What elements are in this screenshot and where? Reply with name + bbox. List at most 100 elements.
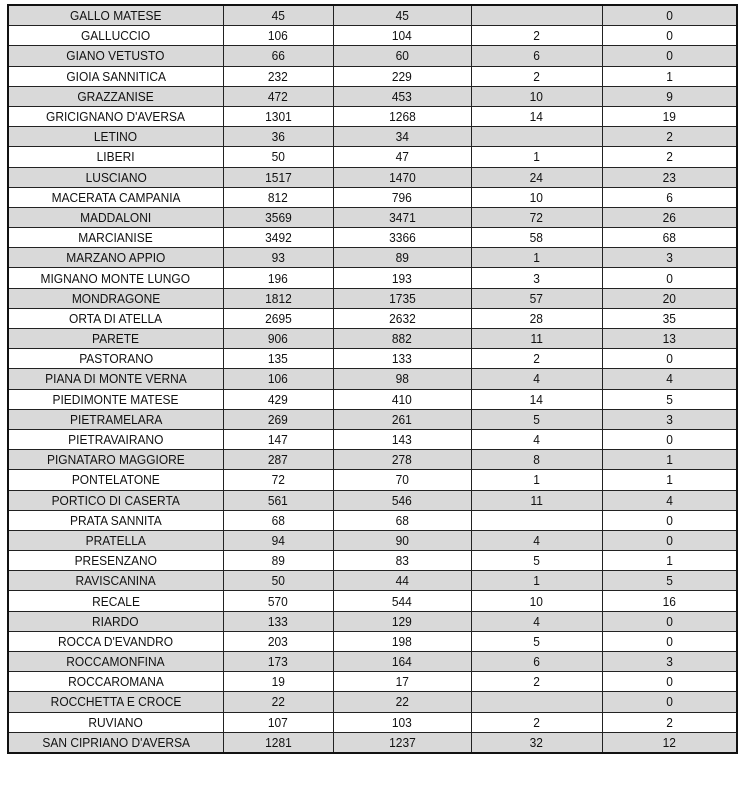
cell-text: 143 — [392, 432, 412, 448]
table-row: GRICIGNANO D'AVERSA 1301 1268 14 19 — [7, 105, 738, 128]
value-cell-4: 1 — [601, 65, 738, 87]
value-cell-1: 1812 — [222, 287, 334, 309]
value-cell-3: 2 — [470, 671, 603, 693]
value-cell-3: 2 — [470, 25, 603, 47]
cell-text: 5 — [533, 633, 540, 649]
value-cell-2: 1237 — [332, 731, 472, 754]
cell-text: 90 — [395, 532, 409, 548]
table-row: RECALE 570 544 10 16 — [7, 590, 738, 612]
cell-text: 2 — [665, 149, 673, 165]
cell-text: 906 — [268, 331, 288, 347]
value-cell-2: 1735 — [332, 287, 472, 309]
table-row: SAN CIPRIANO D'AVERSA 1281 1237 32 12 — [7, 731, 738, 754]
cell-text: 410 — [392, 391, 412, 407]
municipality-data-table: GALLO MATESE 45 45 0 GALLUCCIO 106 104 2 0 GIANO … — [7, 4, 738, 754]
municipality-name-cell: PIETRAVAIRANO — [7, 428, 224, 451]
value-cell-3 — [470, 126, 603, 148]
cell-text: 23 — [662, 169, 676, 185]
municipality-name-cell: RIARDO — [7, 610, 224, 632]
municipality-name-cell: MADDALONI — [7, 206, 224, 229]
cell-text: 47 — [395, 149, 409, 165]
municipality-name-cell: ROCCAMONFINA — [7, 650, 224, 673]
value-cell-3: 4 — [470, 428, 603, 451]
cell-text: RIARDO — [92, 613, 140, 629]
cell-text: PASTORANO — [78, 351, 153, 367]
value-cell-3: 24 — [470, 166, 603, 188]
cell-text: 1281 — [264, 734, 292, 750]
municipality-name-cell: GRICIGNANO D'AVERSA — [7, 105, 224, 128]
value-cell-2: 17 — [332, 671, 472, 693]
value-cell-3: 72 — [470, 206, 603, 229]
value-cell-4: 0 — [601, 25, 738, 47]
cell-text: ROCCHETTA E CROCE — [50, 694, 182, 710]
value-cell-2: 261 — [332, 408, 472, 430]
cell-text: GIOIA SANNITICA — [65, 68, 166, 84]
cell-text: 13 — [662, 331, 676, 347]
cell-text: 44 — [395, 573, 409, 589]
value-cell-4: 35 — [601, 307, 738, 330]
value-cell-1: 50 — [222, 146, 334, 168]
municipality-name-cell: PASTORANO — [7, 348, 224, 370]
cell-text: 19 — [662, 109, 676, 125]
table-row: PIETRAMELARA 269 261 5 3 — [7, 408, 738, 430]
cell-text: 0 — [665, 694, 673, 710]
cell-text: 3 — [665, 411, 673, 427]
cell-text: 2 — [533, 28, 540, 44]
value-cell-2: 104 — [332, 25, 472, 47]
value-cell-1: 94 — [222, 529, 334, 552]
municipality-name-cell: RECALE — [7, 590, 224, 612]
cell-text: PIETRAVAIRANO — [68, 432, 164, 448]
table-row: RIARDO 133 129 4 0 — [7, 610, 738, 632]
municipality-name-cell: LIBERI — [7, 146, 224, 168]
municipality-name-cell: PRESENZANO — [7, 550, 224, 572]
cell-text: 20 — [662, 290, 676, 306]
cell-text: 5 — [665, 573, 673, 589]
value-cell-4: 0 — [601, 671, 738, 693]
cell-text: 0 — [665, 432, 673, 448]
municipality-name-cell: MONDRAGONE — [7, 287, 224, 309]
cell-text: PORTICO DI CASERTA — [51, 492, 180, 508]
municipality-name-cell: MARZANO APPIO — [7, 247, 224, 269]
value-cell-2: 83 — [332, 550, 472, 572]
cell-text: MONDRAGONE — [71, 290, 160, 306]
cell-text: 2 — [533, 674, 540, 690]
value-cell-4: 2 — [601, 711, 738, 733]
table-row: LIBERI 50 47 1 2 — [7, 146, 738, 168]
value-cell-3: 14 — [470, 105, 603, 128]
municipality-name-cell: ORTA DI ATELLA — [7, 307, 224, 330]
value-cell-4: 3 — [601, 650, 738, 673]
value-cell-3: 32 — [470, 731, 603, 754]
cell-text: 3471 — [388, 209, 416, 225]
table-row: PARETE 906 882 11 13 — [7, 327, 738, 350]
value-cell-3: 10 — [470, 85, 603, 107]
cell-text: 50 — [271, 149, 285, 165]
cell-text: PRESENZANO — [74, 553, 157, 569]
value-cell-3 — [470, 4, 603, 27]
cell-text: 3 — [533, 270, 540, 286]
table-row: ROCCAROMANA 19 17 2 0 — [7, 671, 738, 693]
cell-text: ROCCAROMANA — [67, 674, 164, 690]
value-cell-3: 28 — [470, 307, 603, 330]
value-cell-2: 133 — [332, 348, 472, 370]
cell-text: 34 — [395, 129, 409, 145]
cell-text: 2695 — [264, 310, 292, 326]
value-cell-1: 135 — [222, 348, 334, 370]
cell-text: GIANO VETUSTO — [66, 48, 165, 64]
cell-text: 2 — [665, 714, 673, 730]
table-row: MARCIANISE 3492 3366 58 68 — [7, 227, 738, 249]
table-row: PASTORANO 135 133 2 0 — [7, 348, 738, 370]
value-cell-1: 3569 — [222, 206, 334, 229]
value-cell-1: 472 — [222, 85, 334, 107]
value-cell-1: 22 — [222, 691, 334, 713]
municipality-name-cell: GRAZZANISE — [7, 85, 224, 107]
value-cell-1: 72 — [222, 469, 334, 491]
cell-text: MARZANO APPIO — [66, 250, 166, 266]
cell-text: 546 — [392, 492, 412, 508]
value-cell-2: 98 — [332, 368, 472, 390]
value-cell-4: 26 — [601, 206, 738, 229]
cell-text: 1735 — [388, 290, 416, 306]
municipality-name-cell: PARETE — [7, 327, 224, 350]
cell-text: 261 — [392, 411, 412, 427]
cell-text: 1237 — [388, 734, 416, 750]
cell-text: 133 — [392, 351, 412, 367]
